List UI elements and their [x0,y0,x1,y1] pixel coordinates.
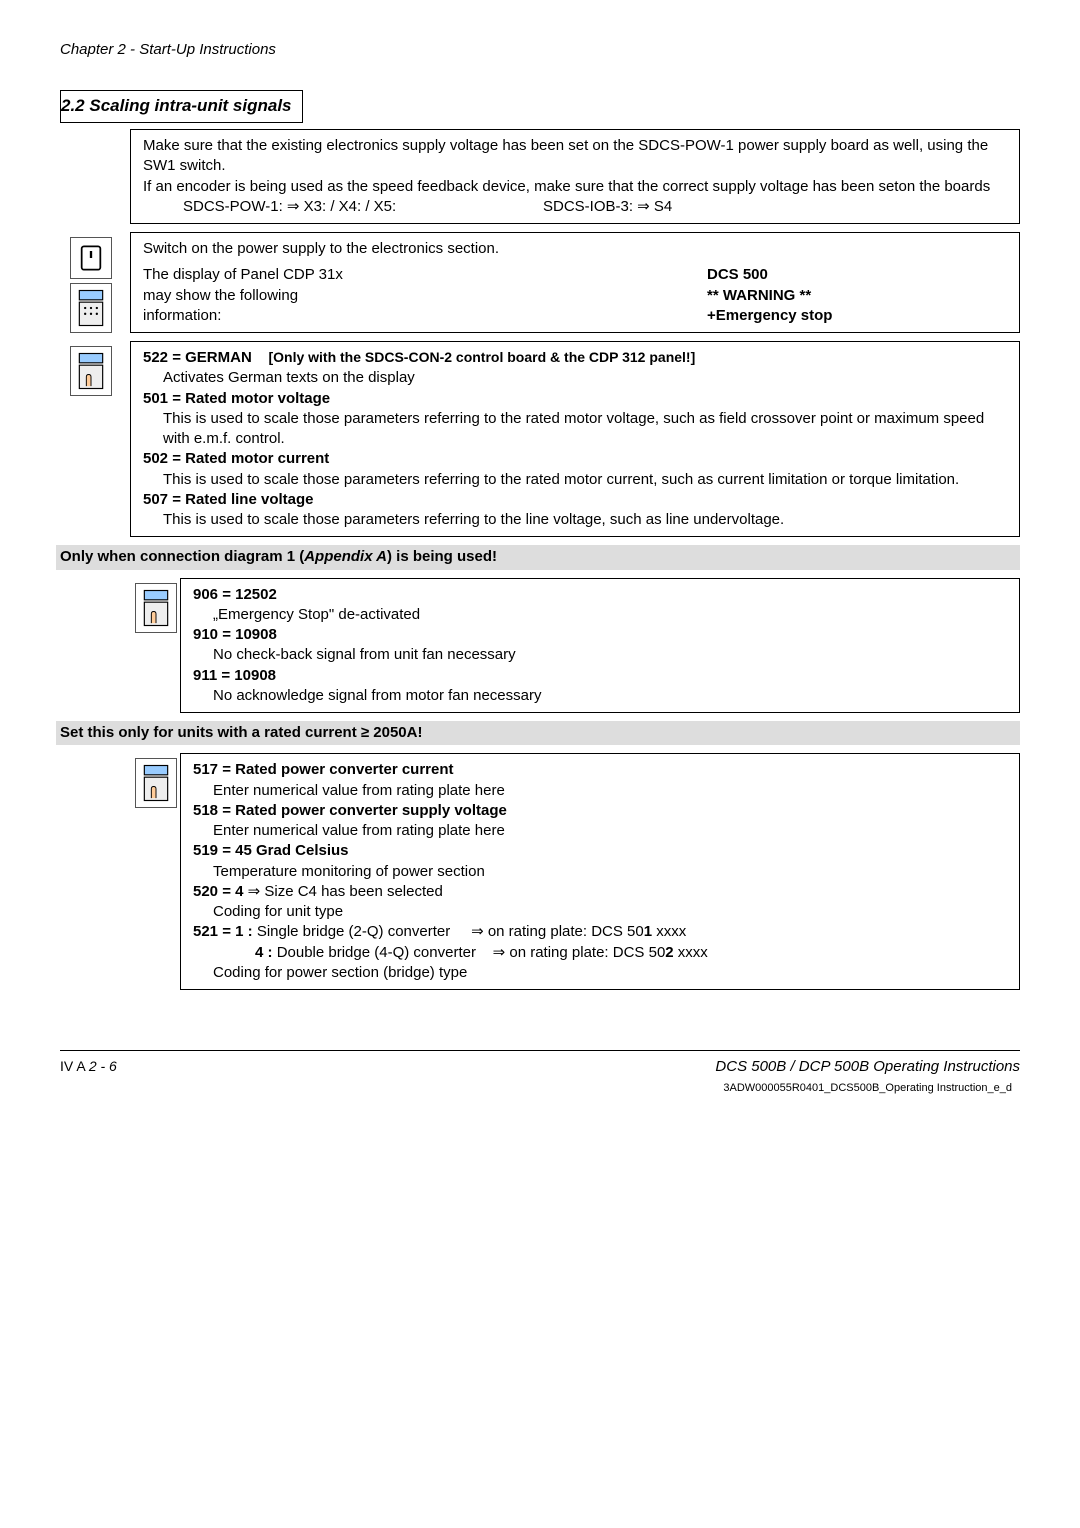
footer-page: 2 - 6 [89,1058,117,1074]
text: Temperature monitoring of power section [213,862,1007,882]
section-number: 2.2 [61,96,85,115]
text: No check-back signal from unit fan neces… [213,645,1007,665]
subhead-2050a: Set this only for units with a rated cur… [56,721,1020,745]
box-params-51x: 517 = Rated power converter current Ente… [180,753,1020,990]
text: Switch on the power supply to the electr… [143,239,1007,259]
param-522: 522 = GERMAN [143,349,252,366]
text: „Emergency Stop" de-activated [213,605,1007,625]
text: Enter numerical value from rating plate … [213,781,1007,801]
param-501: 501 = Rated motor voltage [143,389,1007,409]
param-507: 507 = Rated line voltage [143,490,1007,510]
text: 1 [644,923,652,940]
text: Activates German texts on the display [163,368,1007,388]
text: The display of Panel CDP 31x [143,265,707,285]
box-power-on: Switch on the power supply to the electr… [130,232,1020,333]
param-519: 519 = 45 Grad Celsius [193,841,1007,861]
text: xxxx [674,944,708,961]
text: ) is being used! [387,548,497,565]
text: Double bridge (4-Q) converter [277,944,476,961]
section-title-box: 2.2 Scaling intra-unit signals [60,90,303,123]
param-517: 517 = Rated power converter current [193,760,1007,780]
footer-left-a: IV A [60,1058,89,1074]
text: SDCS-IOB-3: ⇒ S4 [543,197,672,217]
text: may show the following [143,286,707,306]
text: information: [143,306,707,326]
text: +Emergency stop [707,306,1007,326]
text: [Only with the SDCS-CON-2 control board … [268,349,695,365]
switch-icon [70,237,112,279]
text: xxxx [652,923,686,940]
text: Coding for unit type [213,902,1007,922]
subhead-diagram1: Only when connection diagram 1 (Appendix… [56,545,1020,569]
text: ⇒ on rating plate: DCS 50 [493,944,666,961]
text: No acknowledge signal from motor fan nec… [213,686,1007,706]
text: Only when connection diagram 1 ( [60,548,304,565]
box-params-5xx: 522 = GERMAN [Only with the SDCS-CON-2 c… [130,341,1020,537]
param-910: 910 = 10908 [193,625,1007,645]
section-title: Scaling intra-unit signals [89,96,291,115]
text: 4 : [255,944,273,961]
footer: IV A 2 - 6 DCS 500B / DCP 500B Operating… [60,1050,1020,1096]
param-906: 906 = 12502 [193,585,1007,605]
panel-icon [70,283,112,333]
param-518: 518 = Rated power converter supply volta… [193,801,1007,821]
text: This is used to scale those parameters r… [163,470,1007,490]
footer-sub: 3ADW000055R0401_DCS500B_Operating Instru… [715,1081,1020,1096]
panel-hand-icon [135,583,177,633]
text: ⇒ Size C4 has been selected [248,883,443,900]
param-502: 502 = Rated motor current [143,449,1007,469]
text: Appendix A [304,548,387,565]
text: Single bridge (2-Q) converter [257,923,450,940]
text: This is used to scale those parameters r… [163,510,1007,530]
panel-hand-icon [135,758,177,808]
text: If an encoder is being used as the speed… [143,177,1007,197]
param-520: 520 = 4 [193,883,243,900]
text: 2 [665,944,673,961]
param-521: 521 = 1 : [193,923,253,940]
text: Make sure that the existing electronics … [143,136,1007,177]
text: SDCS-POW-1: ⇒ X3: / X4: / X5: [183,197,543,217]
text: ** WARNING ** [707,286,1007,306]
footer-right: DCS 500B / DCP 500B Operating Instructio… [715,1057,1020,1077]
text: This is used to scale those parameters r… [163,409,1007,450]
param-911: 911 = 10908 [193,666,1007,686]
box-params-9xx: 906 = 12502 „Emergency Stop" de-activate… [180,578,1020,714]
text: Coding for power section (bridge) type [213,963,1007,983]
chapter-header: Chapter 2 - Start-Up Instructions [60,40,1020,60]
text: Enter numerical value from rating plate … [213,821,1007,841]
panel-hand-icon [70,346,112,396]
box-voltage-note: Make sure that the existing electronics … [130,129,1020,224]
text: DCS 500 [707,265,1007,285]
text: ⇒ on rating plate: DCS 50 [471,923,644,940]
